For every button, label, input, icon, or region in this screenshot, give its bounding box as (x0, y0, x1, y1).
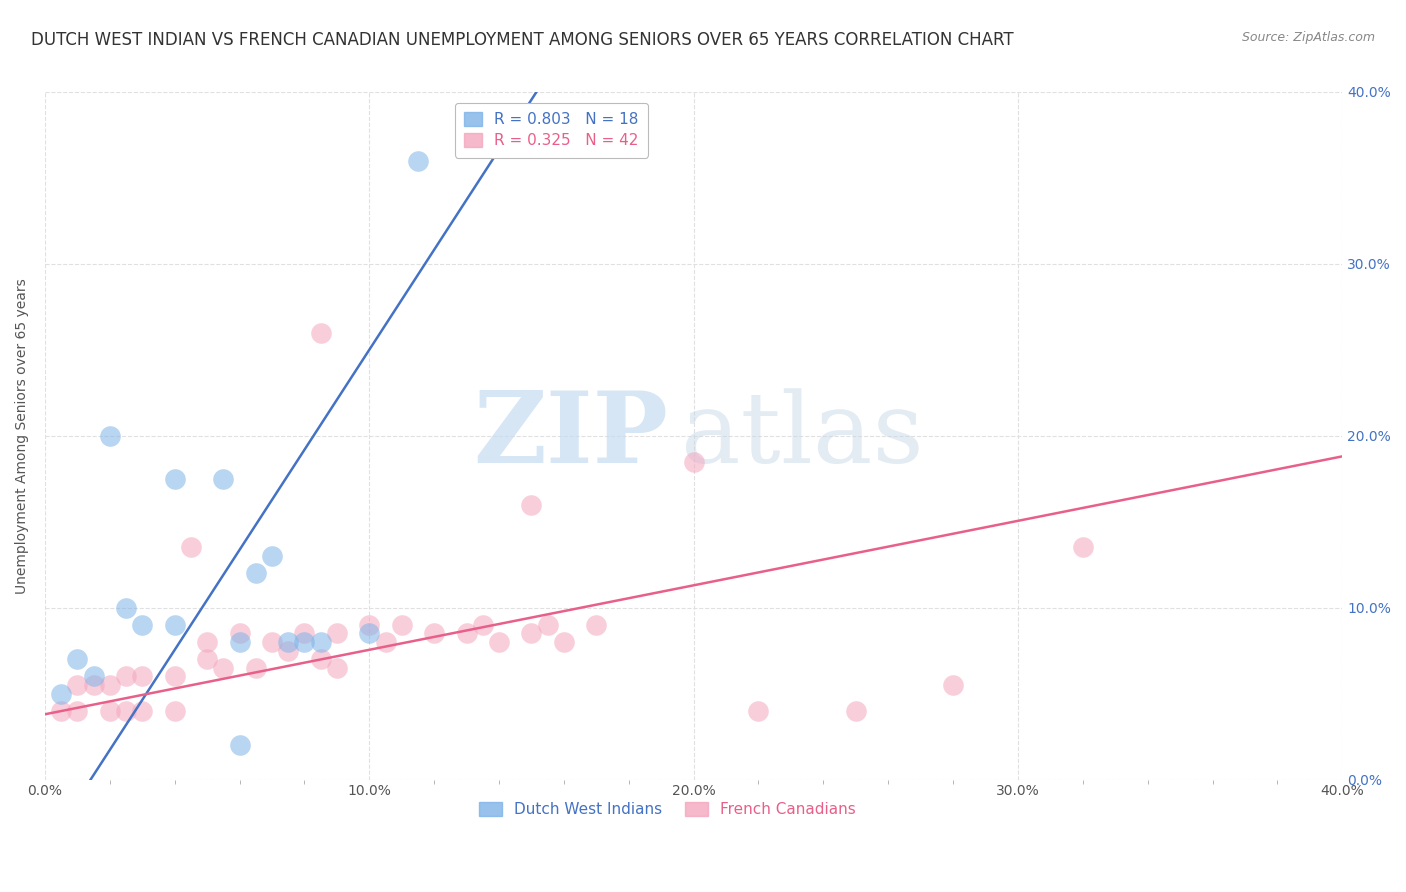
Point (359, 626, 381, 640)
Point (228, 635, 250, 649)
Point (98, 428, 121, 442)
Point (747, 704, 769, 718)
Point (212, 472, 235, 486)
Point (83, 678, 105, 692)
Point (488, 635, 510, 649)
Point (294, 626, 316, 640)
Text: Source: ZipAtlas.com: Source: ZipAtlas.com (1241, 31, 1375, 45)
Point (228, 738, 250, 752)
Point (195, 635, 218, 649)
Point (391, 618, 413, 632)
Point (66, 704, 89, 718)
Point (374, 635, 396, 649)
Legend: Dutch West Indians, French Canadians: Dutch West Indians, French Canadians (472, 797, 862, 823)
Point (245, 661, 267, 675)
Point (83, 669, 105, 683)
Point (66, 652, 89, 666)
Point (326, 661, 349, 675)
Point (51, 687, 73, 701)
Point (180, 541, 202, 555)
Point (942, 678, 965, 692)
Point (309, 635, 332, 649)
Point (471, 618, 494, 632)
Point (163, 472, 186, 486)
Text: DUTCH WEST INDIAN VS FRENCH CANADIAN UNEMPLOYMENT AMONG SENIORS OVER 65 YEARS CO: DUTCH WEST INDIAN VS FRENCH CANADIAN UNE… (31, 31, 1014, 49)
Point (195, 652, 218, 666)
Point (553, 635, 575, 649)
Point (309, 326, 332, 340)
Point (845, 704, 868, 718)
Point (585, 618, 607, 632)
Point (228, 626, 250, 640)
Point (245, 566, 267, 581)
Point (163, 704, 186, 718)
Point (423, 626, 446, 640)
Point (520, 626, 543, 640)
Point (115, 600, 138, 615)
Point (115, 704, 138, 718)
Point (326, 626, 349, 640)
Point (682, 454, 704, 468)
Point (163, 669, 186, 683)
Point (406, 153, 429, 168)
Point (115, 669, 138, 683)
Point (260, 635, 283, 649)
Point (537, 618, 560, 632)
Point (1071, 541, 1094, 555)
Point (98, 704, 121, 718)
Point (309, 652, 332, 666)
Point (131, 704, 153, 718)
Text: atlas: atlas (681, 388, 924, 483)
Point (260, 549, 283, 563)
Point (163, 618, 186, 632)
Y-axis label: Unemployment Among Seniors over 65 years: Unemployment Among Seniors over 65 years (15, 277, 30, 593)
Point (520, 498, 543, 512)
Point (277, 643, 299, 657)
Text: ZIP: ZIP (472, 387, 668, 484)
Point (131, 669, 153, 683)
Point (456, 626, 478, 640)
Point (131, 618, 153, 632)
Point (51, 704, 73, 718)
Point (212, 661, 235, 675)
Point (66, 678, 89, 692)
Point (294, 635, 316, 649)
Point (277, 635, 299, 649)
Point (359, 618, 381, 632)
Point (98, 678, 121, 692)
